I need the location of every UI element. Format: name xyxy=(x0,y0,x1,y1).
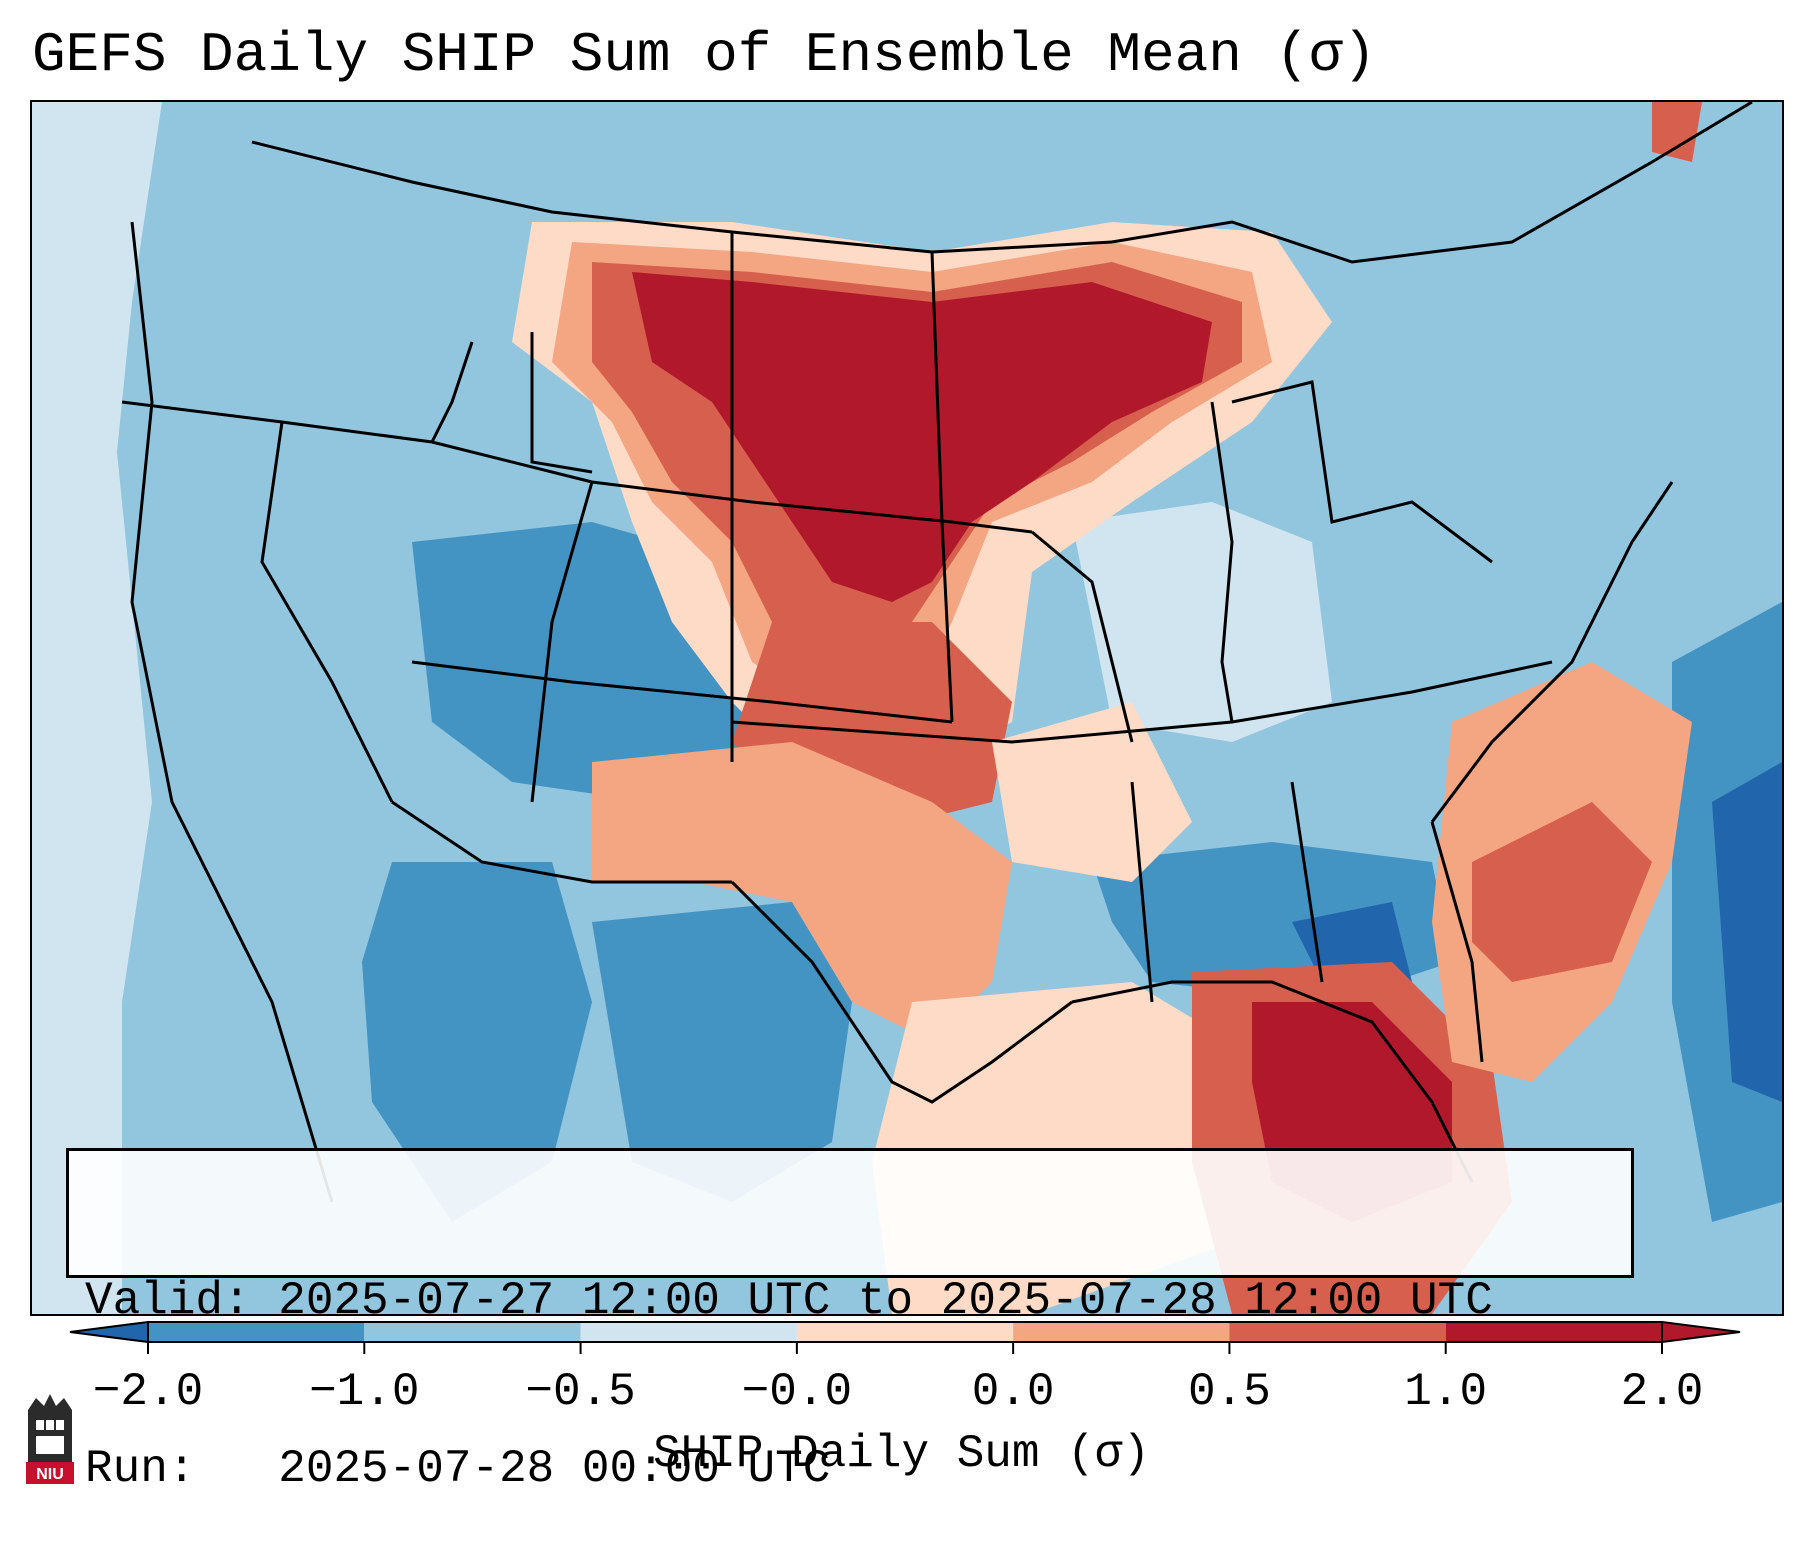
state-line-north xyxy=(121,400,593,484)
canada-border-line xyxy=(251,140,1113,254)
colorbar-segment xyxy=(1013,1322,1230,1342)
state-line-idaho xyxy=(430,341,474,443)
colorbar-extend-low xyxy=(69,1320,149,1344)
colorbar-tick-label: 1.0 xyxy=(1404,1366,1488,1418)
great-lakes-line xyxy=(1231,380,1493,564)
logo-text: NIU xyxy=(36,1466,64,1483)
state-line-wyoming-nebraska xyxy=(591,480,1033,534)
florida-east-coast-line xyxy=(1430,821,1484,1063)
state-line-mississippi xyxy=(1130,781,1154,1003)
niu-castle-logo-icon: NIU xyxy=(26,1394,74,1484)
state-line-nevada xyxy=(260,421,394,803)
colorbar-segment xyxy=(796,1322,1014,1342)
state-line-illinois-indiana xyxy=(1210,401,1234,723)
colorbar-segment xyxy=(364,1322,581,1342)
state-line-iowa-missouri xyxy=(1031,530,1134,743)
field-blue-mexico xyxy=(362,862,592,1222)
colorbar-extend-high xyxy=(1661,1320,1741,1344)
state-line-central-2 xyxy=(930,251,954,723)
field-dark-red-upper-midwest xyxy=(632,272,1212,602)
pacific-coast-line xyxy=(130,221,334,1203)
gulf-coast-line xyxy=(1071,980,1474,1183)
valid-run-info-box: Valid: 2025-07-27 12:00 UTC to 2025-07-2… xyxy=(66,1148,1634,1495)
texas-gulf-coast-line xyxy=(730,880,1073,1104)
colorbar-outline xyxy=(147,1321,1663,1343)
colorbar xyxy=(69,1320,1741,1354)
colorbar-segment xyxy=(1229,1322,1446,1342)
colorbar-label: SHIP Daily Sum (σ) xyxy=(653,1428,1150,1480)
colorbar-tick-label: −1.0 xyxy=(309,1366,420,1418)
colorbar-tick-label: −2.0 xyxy=(92,1366,204,1418)
colorbar-segment xyxy=(148,1322,365,1342)
field-pale-ohio xyxy=(1072,502,1332,742)
colorbar-segment xyxy=(1445,1322,1662,1342)
boundary-lines xyxy=(121,102,1753,1203)
field-pink-arkansas xyxy=(992,702,1192,882)
valid-time-text: Valid: 2025-07-27 12:00 UTC to 2025-07-2… xyxy=(85,1275,1493,1327)
map-panel xyxy=(30,100,1784,1316)
field-dark-blue-atlantic xyxy=(1712,762,1782,1102)
northeast-border-line xyxy=(1111,102,1753,264)
field-blue-texas xyxy=(592,902,852,1202)
colorbar-tick-label: −0.0 xyxy=(741,1366,853,1418)
colorbar-segment xyxy=(580,1322,797,1342)
state-line-alabama-georgia xyxy=(1290,781,1324,983)
state-line-utah-colorado xyxy=(530,481,594,803)
anomaly-map xyxy=(32,102,1782,1314)
map-title: GEFS Daily SHIP Sum of Ensemble Mean (σ) xyxy=(32,23,1377,87)
field-red-northeast xyxy=(1652,102,1702,162)
atlantic-coast-line xyxy=(1430,481,1674,823)
run-time-text: Run: 2025-07-28 00:00 UTC xyxy=(85,1443,831,1495)
mexico-border-line xyxy=(391,800,732,884)
colorbar-tick-label: 0.0 xyxy=(971,1366,1055,1418)
colorbar-tick-label: 0.5 xyxy=(1188,1366,1271,1418)
field-pale-pacific xyxy=(32,102,162,1314)
state-line-four-corners xyxy=(411,660,953,724)
colorbar-tick-label: −0.5 xyxy=(525,1366,636,1418)
field-salmon-southwest xyxy=(592,742,1012,1042)
colorbar-tick-label: 2.0 xyxy=(1620,1366,1704,1418)
field-red-carolinas xyxy=(1472,802,1652,982)
state-line-wyoming-west xyxy=(530,332,593,474)
